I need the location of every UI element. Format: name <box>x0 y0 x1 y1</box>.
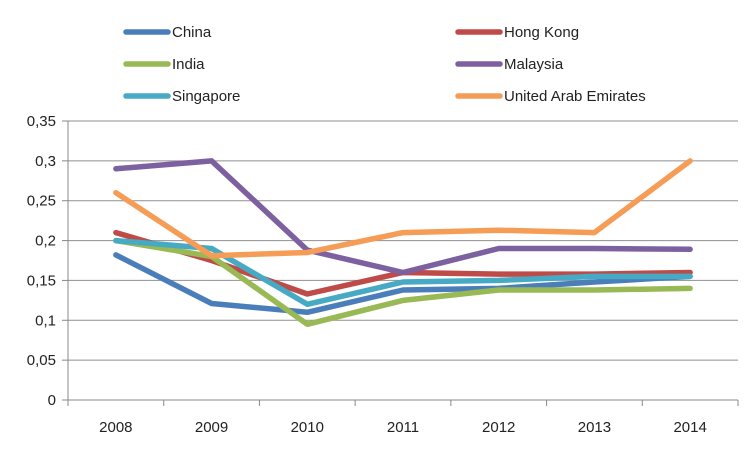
axes <box>67 121 738 401</box>
legend-label-china: China <box>172 24 212 41</box>
x-tick-label: 2012 <box>482 419 515 436</box>
x-tick-label: 2009 <box>195 419 228 436</box>
x-tick-label: 2014 <box>673 419 706 436</box>
legend: China Hong Kong India Malaysia Singapore Unit… <box>123 24 646 105</box>
series-lines <box>113 158 693 328</box>
legend-label-united-arab-emirates: United Arab Emirates <box>504 88 646 105</box>
y-tick-label: 0,3 <box>35 153 56 170</box>
y-tick-label: 0,1 <box>35 312 56 329</box>
series-line-china <box>113 252 693 316</box>
y-tick-label: 0,35 <box>27 113 56 130</box>
y-axis-ticks: 0 0,05 0,1 0,15 0,2 0,25 0,3 0,35 <box>27 113 56 409</box>
series-line-malaysia <box>113 158 693 276</box>
series-line-united-arab-emirates <box>113 158 693 259</box>
y-tick-label: 0,25 <box>27 193 56 210</box>
y-tick-label: 0,15 <box>27 272 56 289</box>
legend-label-singapore: Singapore <box>172 88 240 105</box>
legend-label-india: India <box>172 56 205 73</box>
y-tick-label: 0,05 <box>27 352 56 369</box>
x-tick-label: 2013 <box>578 419 611 436</box>
x-tick-label: 2008 <box>99 419 132 436</box>
legend-label-malaysia: Malaysia <box>504 56 564 73</box>
y-tick-label: 0,2 <box>35 233 56 250</box>
x-axis-ticks: 2008 2009 2010 2011 2012 2013 2014 <box>67 400 739 436</box>
series-line-singapore <box>113 237 693 308</box>
x-tick-label: 2010 <box>291 419 324 436</box>
y-tick-label: 0 <box>48 392 56 409</box>
x-tick-label: 2011 <box>387 419 419 436</box>
legend-label-hong-kong: Hong Kong <box>504 24 579 41</box>
